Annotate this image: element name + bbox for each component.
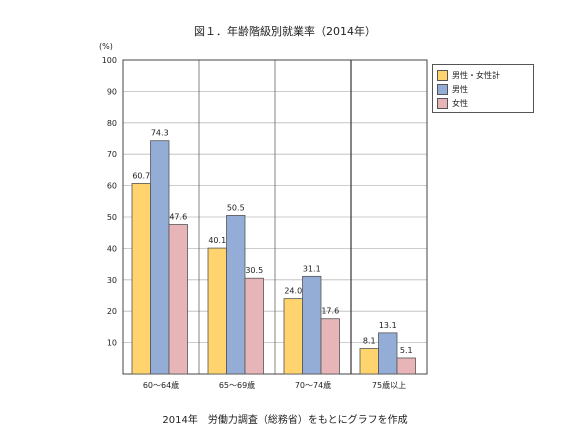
y-tick-label: 60 <box>107 182 117 191</box>
bar <box>378 332 398 375</box>
legend-item-female: 女性 <box>437 96 529 110</box>
y-tick-label: 80 <box>107 119 117 128</box>
x-tick-label: 70～74歳 <box>295 380 331 390</box>
legend-label-male: 男性 <box>452 84 468 94</box>
data-label: 8.1 <box>363 337 376 346</box>
bar <box>168 224 188 375</box>
bar <box>131 183 151 375</box>
x-tick-label: 60～64歳 <box>143 380 179 390</box>
data-label: 5.1 <box>400 346 413 355</box>
data-label: 13.1 <box>379 321 397 330</box>
data-label: 17.6 <box>321 307 339 316</box>
y-tick-label: 70 <box>107 150 117 159</box>
bar <box>396 357 416 375</box>
legend-item-male: 男性 <box>437 82 529 96</box>
legend-swatch-total <box>437 69 448 81</box>
data-label: 24.0 <box>284 287 302 296</box>
data-label: 40.1 <box>208 236 226 245</box>
bar <box>302 275 322 375</box>
bar <box>244 277 264 375</box>
x-tick-label: 75歳以上 <box>372 380 406 390</box>
data-label: 74.3 <box>151 129 169 138</box>
data-label: 47.6 <box>169 213 187 222</box>
y-tick-label: 40 <box>107 244 117 253</box>
chart-title: 図１．年齢階級別就業率（2014年） <box>194 25 376 38</box>
source-caption: 2014年 労働力調査（総務省）をもとにグラフを作成 <box>162 415 408 426</box>
y-tick-label: 10 <box>107 339 117 348</box>
legend-swatch-female <box>437 97 448 109</box>
y-tick-label: 100 <box>102 56 117 65</box>
data-label: 31.1 <box>303 264 321 273</box>
data-label: 60.7 <box>132 171 150 180</box>
y-axis-unit-label: (%) <box>99 42 113 51</box>
y-tick-label: 20 <box>107 307 117 316</box>
data-label: 50.5 <box>227 203 245 212</box>
plot-frame <box>122 59 428 375</box>
data-label: 30.5 <box>245 266 263 275</box>
legend-item-total: 男性・女性計 <box>437 68 529 82</box>
bar <box>283 298 303 375</box>
y-tick-label: 30 <box>107 276 117 285</box>
bar <box>150 140 170 375</box>
y-tick-label: 50 <box>107 213 117 222</box>
bar <box>359 348 379 375</box>
legend-swatch-male <box>437 83 448 95</box>
legend-label-female: 女性 <box>452 98 468 108</box>
x-tick-label: 65～69歳 <box>219 380 255 390</box>
legend-label-total: 男性・女性計 <box>452 70 500 80</box>
bar <box>207 247 227 375</box>
legend: 男性・女性計 男性 女性 <box>432 64 534 113</box>
bar <box>226 215 246 375</box>
y-tick-label: 90 <box>107 87 117 96</box>
bar <box>320 318 340 375</box>
